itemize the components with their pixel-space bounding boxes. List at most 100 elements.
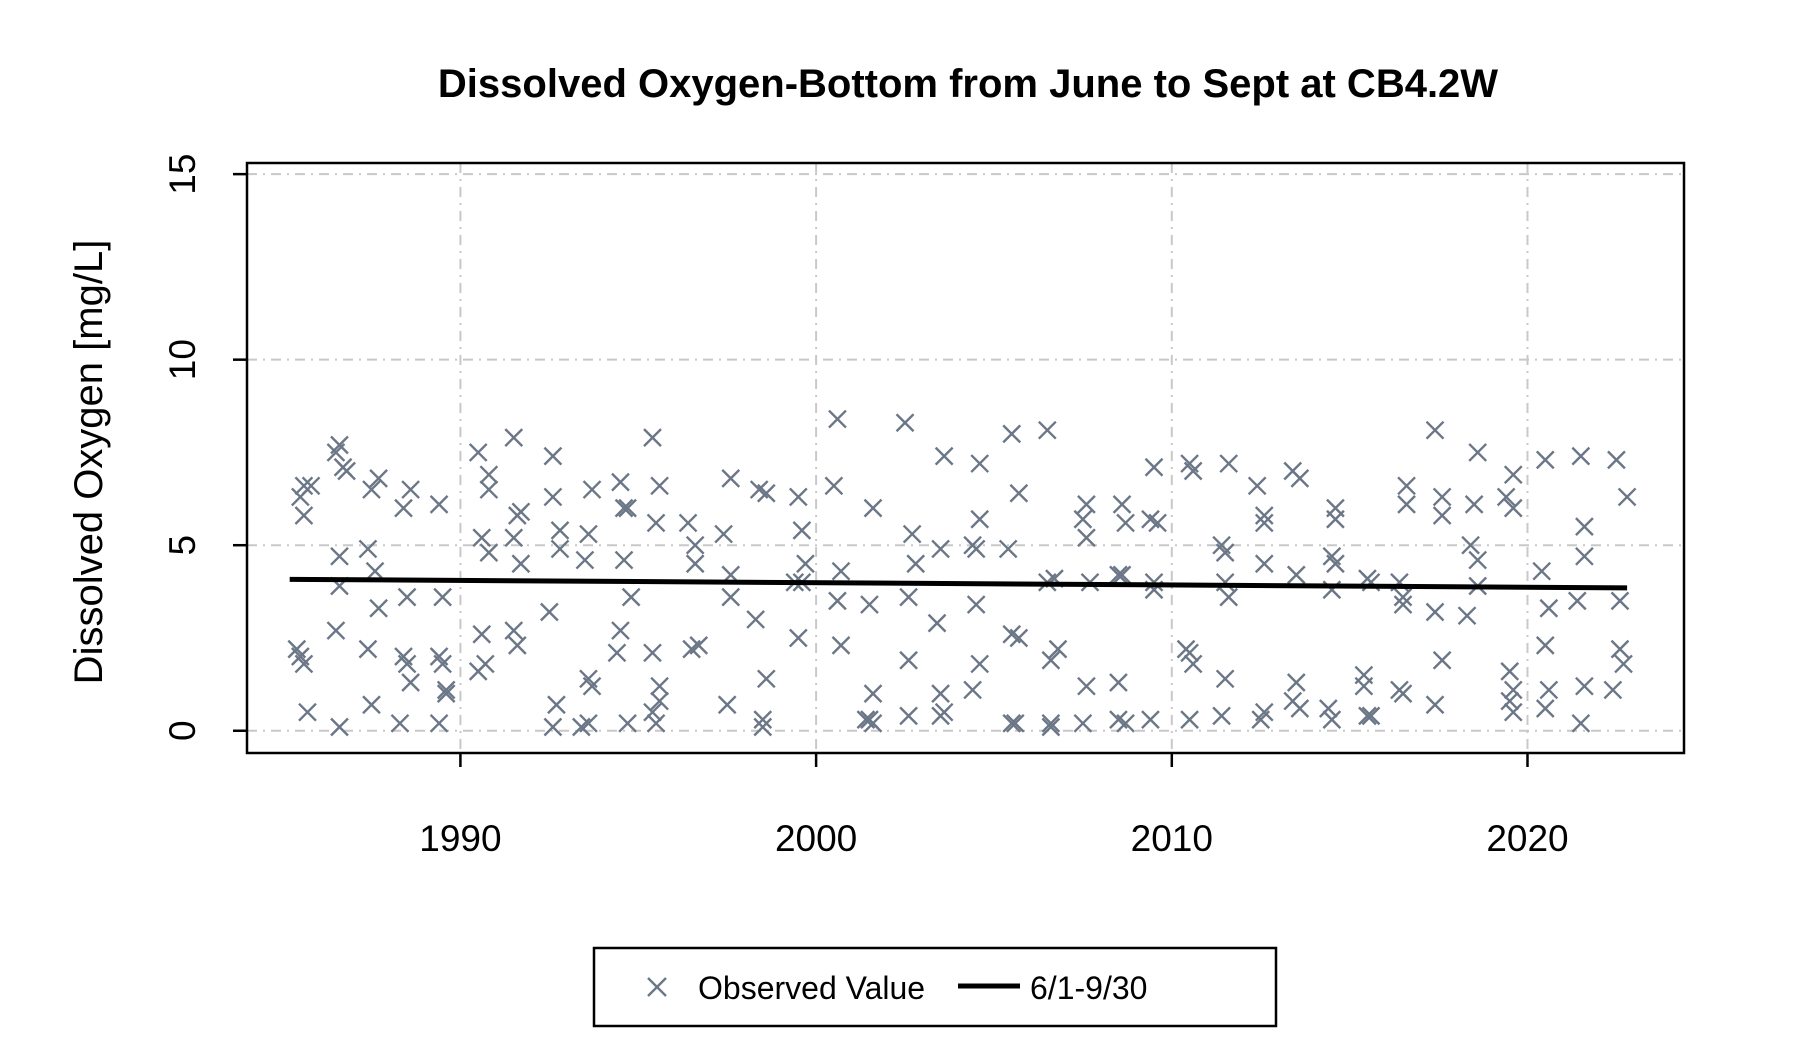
observed-point	[1073, 713, 1093, 733]
observed-point	[330, 435, 349, 455]
observed-point	[1326, 554, 1345, 574]
observed-point	[507, 636, 527, 655]
observed-point	[1112, 565, 1132, 585]
legend-label-observed: Observed Value	[698, 970, 925, 1006]
observed-point	[1503, 680, 1523, 700]
observed-point	[369, 598, 388, 618]
observed-point	[1393, 595, 1413, 614]
observed-point	[1041, 713, 1061, 733]
observed-point	[539, 602, 559, 622]
observed-point	[714, 524, 733, 544]
observed-point	[650, 691, 669, 711]
observed-point	[828, 409, 847, 429]
observed-point	[1247, 476, 1267, 496]
observed-point	[543, 487, 563, 507]
observed-point	[1116, 513, 1135, 533]
observed-point	[796, 554, 815, 574]
observed-point	[721, 469, 741, 488]
observed-point	[1116, 713, 1135, 733]
observed-point	[1390, 680, 1409, 700]
observed-point	[963, 680, 982, 700]
observed-point	[1535, 450, 1555, 470]
observed-point	[1397, 495, 1416, 514]
grid	[247, 163, 1684, 753]
observed-point	[550, 521, 570, 540]
observed-point	[472, 624, 492, 644]
observed-point	[1002, 424, 1022, 444]
observed-point	[1425, 602, 1445, 622]
observed-point	[1286, 673, 1306, 692]
observed-point	[966, 539, 986, 559]
observed-point	[1290, 699, 1310, 718]
observed-point	[1617, 487, 1637, 507]
y-tick-label: 5	[162, 535, 203, 556]
observed-point	[1571, 713, 1591, 733]
observed-point	[1009, 483, 1029, 503]
observed-point	[753, 717, 773, 737]
observed-point	[1005, 713, 1025, 733]
observed-point	[1432, 650, 1452, 670]
observed-point	[1532, 561, 1552, 581]
observed-point	[1254, 554, 1274, 574]
observed-point	[433, 654, 452, 674]
observed-point	[1037, 420, 1057, 440]
observed-point	[899, 587, 918, 607]
observed-point	[643, 428, 662, 447]
observed-point	[401, 673, 420, 692]
chart-title: Dissolved Oxygen-Bottom from June to Sep…	[438, 62, 1498, 106]
observed-point	[1183, 654, 1203, 674]
legend-label-trend: 6/1-9/30	[1030, 970, 1147, 1006]
observed-point	[931, 539, 950, 559]
observed-point	[863, 684, 883, 703]
observed-point	[511, 502, 531, 522]
observed-point	[1397, 476, 1416, 496]
observed-point	[1614, 654, 1633, 674]
observed-point	[966, 595, 986, 614]
observed-point	[1503, 498, 1523, 518]
observed-point	[1461, 535, 1480, 555]
y-tick-label: 10	[162, 339, 203, 380]
observed-point	[1575, 676, 1594, 696]
observed-point	[1425, 420, 1445, 440]
observed-point	[618, 713, 637, 733]
observed-point	[650, 676, 669, 696]
observed-point	[1180, 643, 1199, 663]
observed-point	[358, 539, 378, 559]
observed-point	[294, 654, 314, 674]
observed-point	[1354, 676, 1374, 696]
observed-point	[1215, 543, 1235, 562]
observed-point	[1286, 565, 1306, 585]
observed-point	[301, 476, 321, 496]
plot-frame	[245, 161, 1686, 755]
observed-point	[1567, 591, 1587, 611]
observed-point	[429, 713, 449, 733]
observed-point	[1041, 650, 1061, 670]
observed-point	[433, 587, 452, 607]
observed-point	[1607, 450, 1626, 470]
observed-point	[611, 472, 630, 492]
y-tick-label: 15	[162, 154, 203, 195]
observed-point	[1457, 606, 1477, 626]
observed-point	[970, 654, 990, 674]
observed-point	[685, 554, 705, 574]
observed-point	[618, 498, 637, 518]
observed-points	[287, 409, 1637, 737]
observed-point	[756, 669, 776, 689]
observed-point	[543, 717, 563, 737]
observed-point	[1212, 706, 1231, 726]
x-tick-label: 2010	[1131, 818, 1213, 859]
observed-point	[479, 543, 499, 562]
observed-point	[1496, 487, 1516, 507]
observed-point	[1432, 506, 1452, 525]
observed-point	[504, 621, 524, 640]
observed-point	[582, 480, 602, 499]
observed-point	[828, 591, 847, 611]
observed-point	[298, 702, 317, 722]
observed-point	[326, 621, 346, 640]
observed-point	[899, 706, 918, 726]
observed-point	[1503, 465, 1523, 485]
observed-point	[1180, 710, 1199, 729]
observed-point	[1326, 509, 1345, 529]
x-tick-label: 2000	[775, 818, 857, 859]
x-tick-label: 2020	[1486, 818, 1568, 859]
